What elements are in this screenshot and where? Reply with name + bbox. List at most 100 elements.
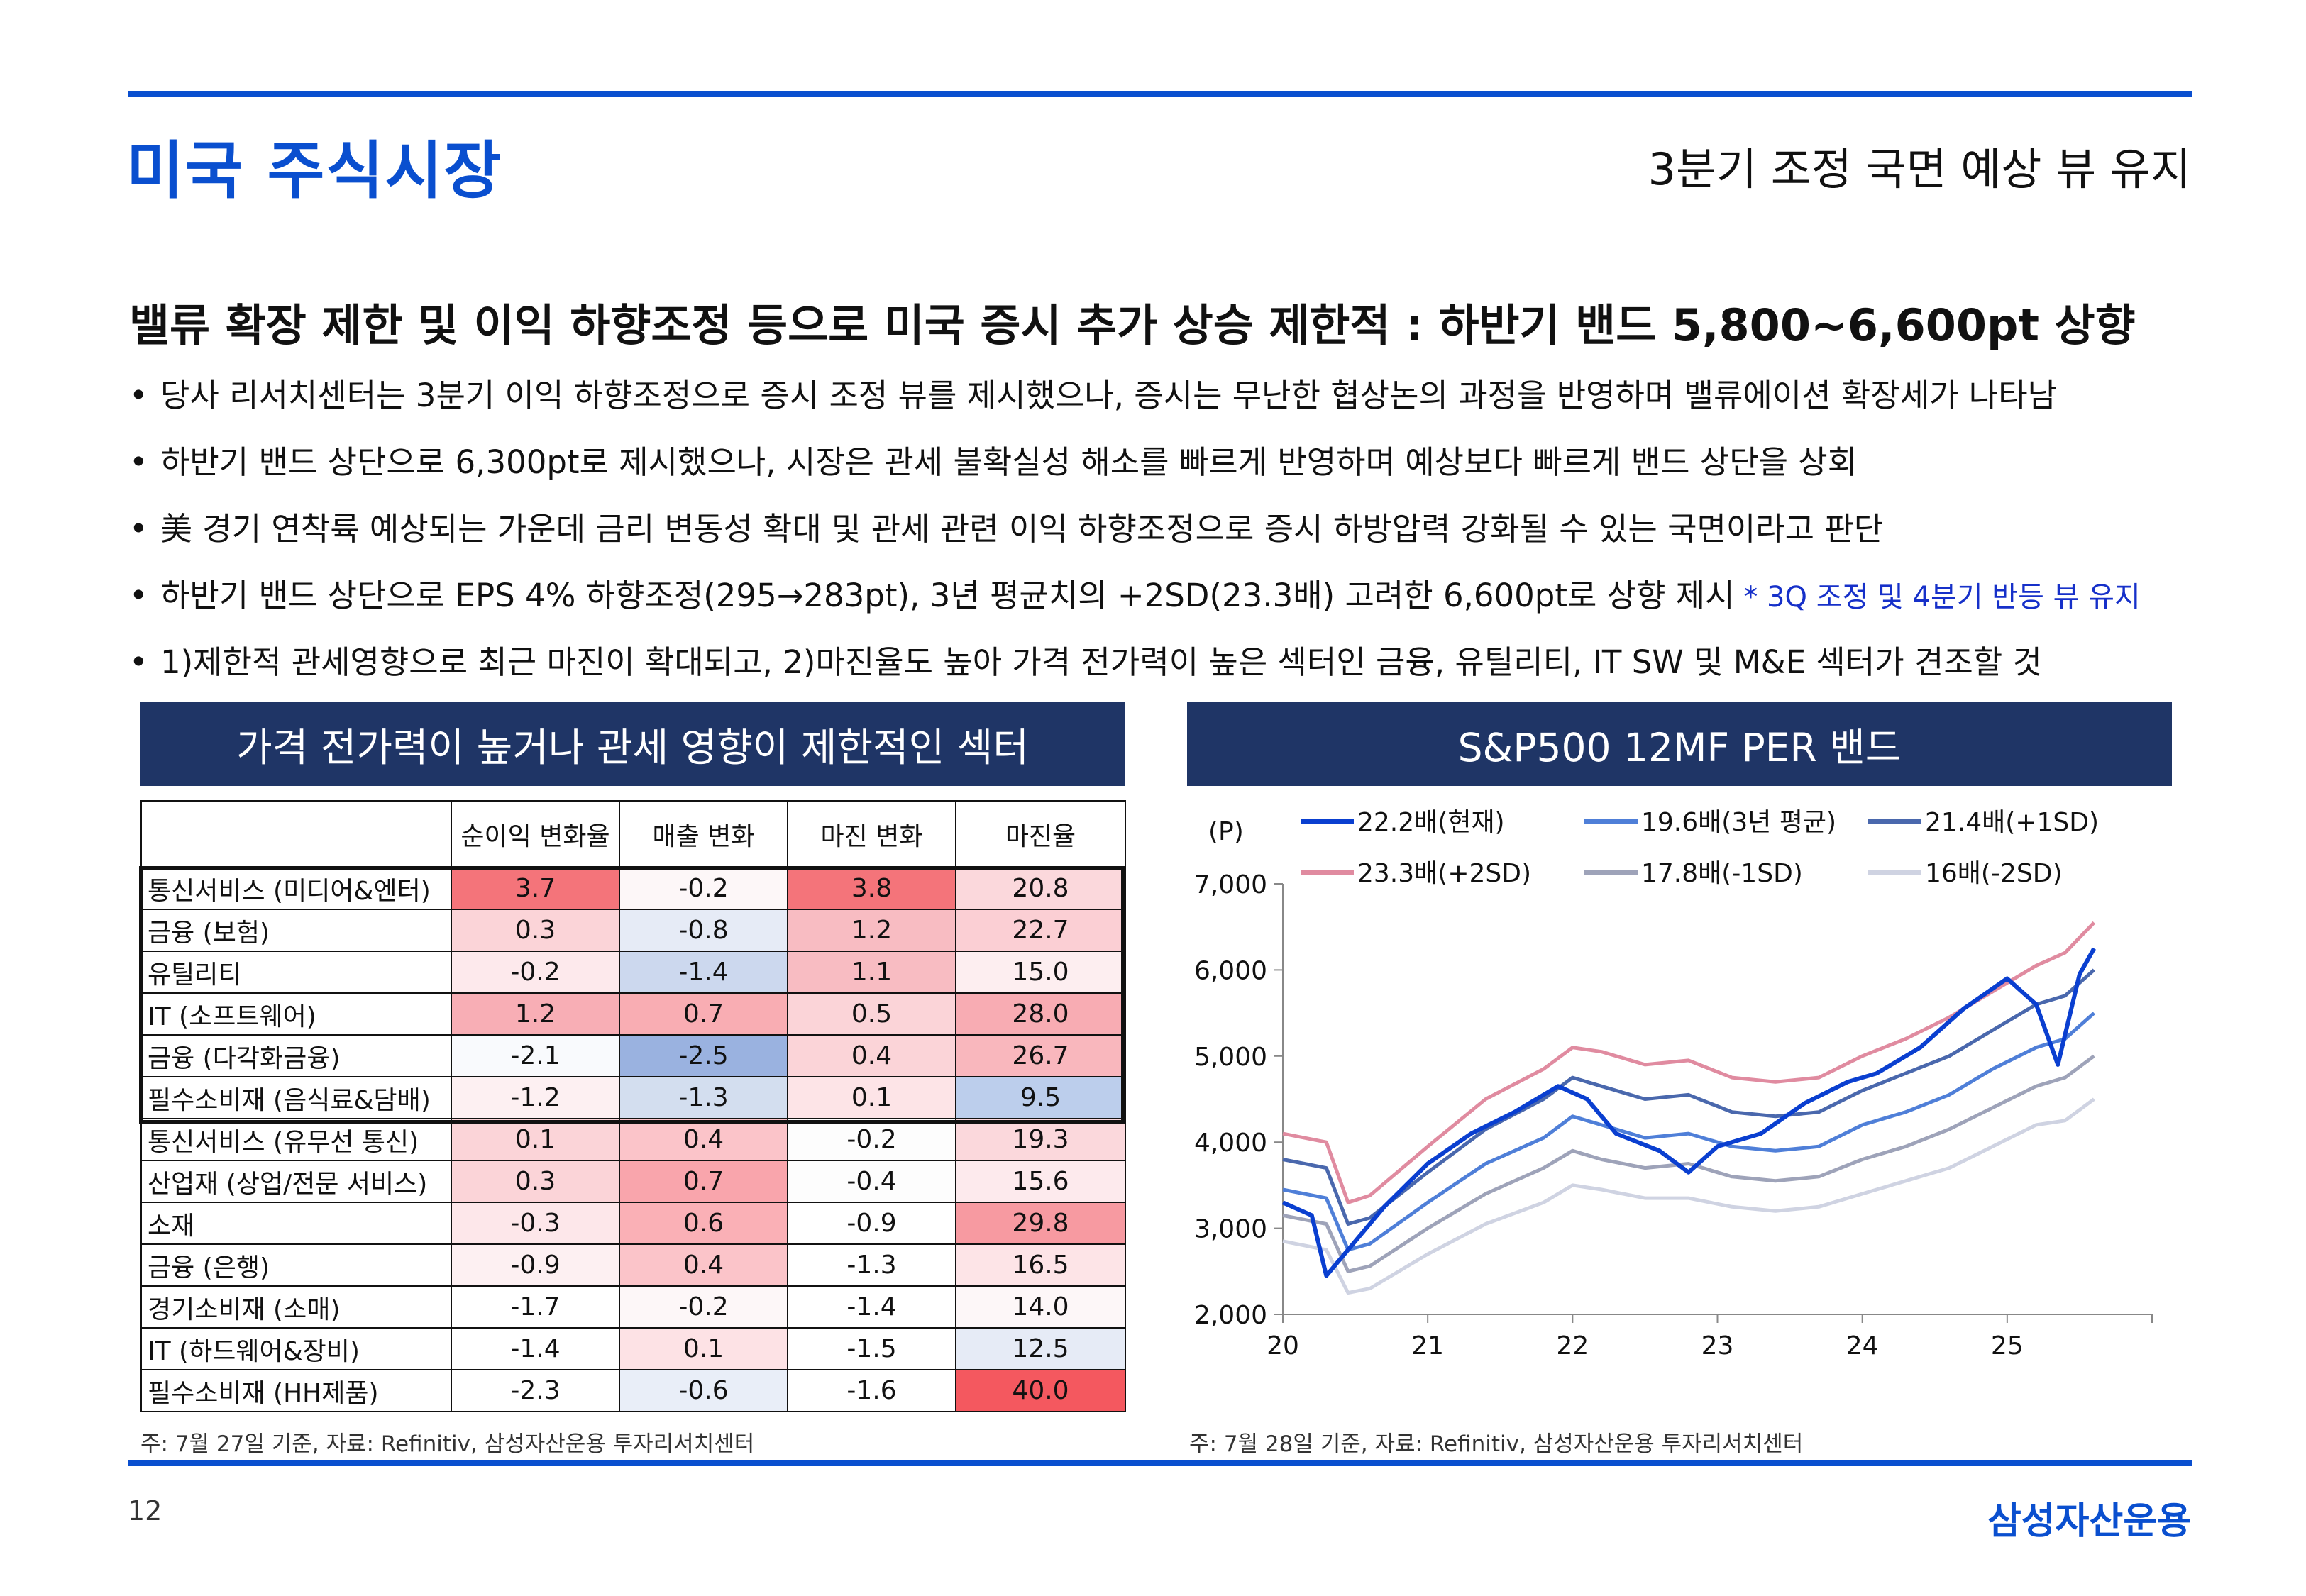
value-cell: 14.0	[955, 1285, 1126, 1329]
page-title: 미국 주식시장	[126, 134, 503, 207]
value-cell: 0.7	[619, 992, 788, 1036]
table-row: 금융 (보험) 0.3 -0.8 1.2 22.7	[140, 909, 1126, 952]
table-row: 산업재 (상업/전문 서비스) 0.3 0.7 -0.4 15.6	[140, 1160, 1126, 1203]
right-source-note: 주: 7월 28일 기준, 자료: Refinitiv, 삼성자산운용 투자리서…	[1189, 1431, 1804, 1457]
value-cell: 3.8	[787, 867, 956, 910]
legend-label: 21.4배(+1SD)	[1925, 808, 2099, 837]
value-cell: -1.4	[619, 951, 788, 994]
table-header-cell: 마진율	[955, 800, 1126, 868]
sector-name-cell: 필수소비재 (HH제품)	[140, 1369, 452, 1412]
table-body: 통신서비스 (미디어&엔터) 3.7 -0.2 3.8 20.8 금융 (보험) 0.3 -0…	[140, 867, 1126, 1412]
value-cell: -1.3	[787, 1243, 956, 1287]
series-line	[1282, 1054, 2095, 1273]
bullet-text: 하반기 밴드 상단으로 EPS 4% 하향조정(295→283pt), 3년 평…	[160, 577, 1735, 614]
table-row: 금융 (다각화금융) -2.1 -2.5 0.4 26.7	[140, 1034, 1126, 1077]
value-cell: -1.3	[619, 1076, 788, 1119]
y-axis-unit: (P)	[1208, 817, 1244, 846]
series-line	[1282, 1097, 2095, 1295]
value-cell: -2.5	[619, 1034, 788, 1077]
value-cell: -0.9	[451, 1243, 620, 1287]
table-row: 소재 -0.3 0.6 -0.9 29.8	[140, 1202, 1126, 1245]
y-tick-label: 2,000	[1194, 1301, 1267, 1330]
table-row: IT (소프트웨어) 1.2 0.7 0.5 28.0	[140, 992, 1126, 1036]
table-header-row: 순이익 변화율 매출 변화 마진 변화 마진율	[140, 800, 1126, 868]
value-cell: -2.1	[451, 1034, 620, 1077]
sector-name-cell: 유틸리티	[140, 951, 452, 994]
table-row: 금융 (은행) -0.9 0.4 -1.3 16.5	[140, 1243, 1126, 1287]
value-cell: 1.1	[787, 951, 956, 994]
sector-name-cell: 금융 (은행)	[140, 1243, 452, 1287]
legend-label: 22.2배(현재)	[1357, 808, 1505, 837]
series-line	[1281, 947, 2096, 1278]
value-cell: -0.2	[619, 1285, 788, 1329]
x-tick-label: 20	[1267, 1331, 1299, 1361]
bullet-text: 당사 리서치센터는 3분기 이익 하향조정으로 증시 조정 뷰를 제시했으나, …	[160, 377, 2058, 414]
value-cell: 0.3	[451, 909, 620, 952]
legend-label: 19.6배(3년 평균)	[1641, 808, 1836, 837]
sector-name-cell: 경기소비재 (소매)	[140, 1285, 452, 1329]
value-cell: -0.2	[451, 951, 620, 994]
table-row: IT (하드웨어&장비) -1.4 0.1 -1.5 12.5	[140, 1327, 1126, 1370]
table-row: 통신서비스 (유무선 통신) 0.1 0.4 -0.2 19.3	[140, 1118, 1126, 1161]
table-header-cell: 매출 변화	[619, 800, 788, 868]
table-row: 필수소비재 (HH제품) -2.3 -0.6 -1.6 40.0	[140, 1369, 1126, 1412]
value-cell: 29.8	[955, 1202, 1126, 1245]
y-tick-label: 6,000	[1194, 956, 1267, 985]
bullet-text: 1)제한적 관세영향으로 최근 마진이 확대되고, 2)마진율도 높아 가격 전…	[160, 643, 2042, 681]
value-cell: 0.1	[787, 1076, 956, 1119]
value-cell: -1.4	[787, 1285, 956, 1329]
table-header-cell: 마진 변화	[787, 800, 956, 868]
value-cell: 20.8	[955, 867, 1126, 910]
bullet-note: * 3Q 조정 및 4분기 반등 뷰 유지	[1734, 581, 2141, 614]
value-cell: 15.0	[955, 951, 1126, 994]
table-row: 경기소비재 (소매) -1.7 -0.2 -1.4 14.0	[140, 1285, 1126, 1329]
value-cell: 19.3	[955, 1118, 1126, 1161]
top-rule	[128, 91, 2192, 97]
x-tick-label: 24	[1846, 1331, 1879, 1361]
sector-name-cell: 금융 (보험)	[140, 909, 452, 952]
value-cell: 0.4	[619, 1118, 788, 1161]
y-tick-label: 4,000	[1194, 1129, 1267, 1158]
value-cell: 40.0	[955, 1369, 1126, 1412]
sector-name-cell: 금융 (다각화금융)	[140, 1034, 452, 1077]
value-cell: 0.1	[619, 1327, 788, 1370]
value-cell: 0.1	[451, 1118, 620, 1161]
bullet-item: • 당사 리서치센터는 3분기 이익 하향조정으로 증시 조정 뷰를 제시했으나,…	[129, 369, 2187, 436]
left-panel-header: 가격 전가력이 높거나 관세 영향이 제한적인 섹터	[140, 702, 1125, 786]
headline: 밸류 확장 제한 및 이익 하향조정 등으로 미국 증시 추가 상승 제한적 :…	[129, 299, 2136, 351]
value-cell: 0.3	[451, 1160, 620, 1203]
value-cell: 0.5	[787, 992, 956, 1036]
sector-name-cell: 소재	[140, 1202, 452, 1245]
legend-label: 23.3배(+2SD)	[1357, 859, 1531, 888]
sector-name-cell: 산업재 (상업/전문 서비스)	[140, 1160, 452, 1203]
series-line	[1282, 1012, 2095, 1252]
bullet-dot: •	[129, 377, 148, 414]
bullet-item: • 美 경기 연착륙 예상되는 가운데 금리 변동성 확대 및 관세 관련 이익 …	[129, 502, 2187, 569]
page-subtitle: 3분기 조정 국면 예상 뷰 유지	[1648, 143, 2191, 195]
value-cell: 26.7	[955, 1034, 1126, 1077]
bullet-item: • 1)제한적 관세영향으로 최근 마진이 확대되고, 2)마진율도 높아 가격 …	[129, 636, 2187, 702]
value-cell: -2.3	[451, 1369, 620, 1412]
value-cell: -0.3	[451, 1202, 620, 1245]
sector-name-cell: 필수소비재 (음식료&담배)	[140, 1076, 452, 1119]
x-tick-label: 21	[1411, 1331, 1444, 1361]
sector-name-cell: IT (소프트웨어)	[140, 992, 452, 1036]
series-line	[1282, 921, 2096, 1204]
bottom-rule	[128, 1460, 2192, 1466]
bullet-text: 美 경기 연착륙 예상되는 가운데 금리 변동성 확대 및 관세 관련 이익 하…	[160, 510, 1884, 548]
y-tick-label: 3,000	[1194, 1215, 1267, 1244]
value-cell: -0.6	[619, 1369, 788, 1412]
chart-legend: 22.2배(현재) 19.6배(3년 평균) 21.4배(+1SD) 23.3배(+2…	[1301, 808, 2099, 888]
value-cell: -1.6	[787, 1369, 956, 1412]
value-cell: 15.6	[955, 1160, 1126, 1203]
value-cell: -1.5	[787, 1327, 956, 1370]
x-tick-label: 22	[1556, 1331, 1589, 1361]
value-cell: 0.6	[619, 1202, 788, 1245]
value-cell: -1.7	[451, 1285, 620, 1329]
value-cell: 3.7	[451, 867, 620, 910]
sector-table: 순이익 변화율 매출 변화 마진 변화 마진율 통신서비스 (미디어&엔터) 3.…	[140, 800, 1126, 1412]
bullet-dot: •	[129, 443, 148, 481]
bullet-item: • 하반기 밴드 상단으로 EPS 4% 하향조정(295→283pt), 3년 …	[129, 569, 2187, 636]
value-cell: -0.9	[787, 1202, 956, 1245]
bullet-dot: •	[129, 510, 148, 548]
